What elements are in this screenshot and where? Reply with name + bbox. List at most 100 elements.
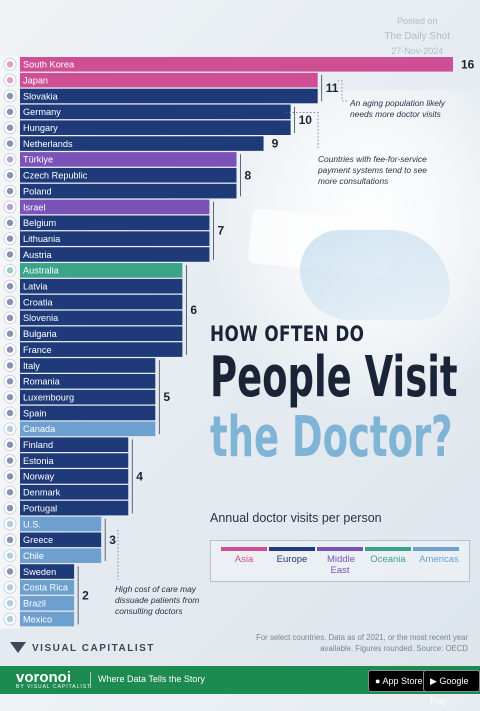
- legend-swatch-middle-east: [317, 547, 363, 551]
- value-label-9: 9: [272, 137, 279, 151]
- bar-hungary: [20, 120, 291, 135]
- value-label-11: 11: [326, 81, 339, 95]
- flag-mark-brazil: [6, 600, 14, 607]
- bar-label-israel: Israel: [23, 202, 45, 212]
- posted-source: The Daily Shot: [384, 31, 450, 42]
- value-label-7: 7: [217, 224, 224, 238]
- value-label-10: 10: [299, 113, 313, 127]
- flag-mark-hungary: [6, 124, 14, 131]
- flag-mark-sweden: [6, 568, 14, 575]
- flag-mark-bulgaria: [6, 330, 14, 337]
- flag-mark-japan: [6, 76, 14, 84]
- annotation-cost: High cost of care may dissuade patients …: [115, 584, 200, 616]
- legend-label-middle-east: Middle East: [327, 554, 355, 576]
- bar-label-lithuania: Lithuania: [23, 234, 61, 244]
- bar-finland: [20, 437, 129, 452]
- legend-swatch-asia: [221, 547, 267, 551]
- flag-mark-t-rkiye: [6, 156, 14, 163]
- legend-swatch-americas: [413, 547, 459, 551]
- bar-austria: [20, 247, 210, 262]
- bar-brazil: [20, 595, 75, 611]
- bar-chile: [20, 548, 102, 563]
- bar-label-austria: Austria: [23, 250, 52, 260]
- bar-luxembourg: [20, 389, 156, 405]
- bar-label-t-rkiye: Türkiye: [23, 155, 53, 165]
- bar-label-croatia: Croatia: [23, 297, 54, 307]
- posted-date: 27-Nov-2024: [391, 46, 444, 56]
- value-label-3: 3: [109, 533, 116, 547]
- flag-mark-poland: [6, 187, 14, 195]
- title-line1: HOW OFTEN DO: [210, 322, 365, 346]
- bar-sweden: [20, 564, 75, 579]
- voronoi-logo[interactable]: voronoi BY VISUAL CAPITALIST: [16, 669, 91, 690]
- legend-label-americas: Americas: [419, 554, 459, 565]
- bar-label-australia: Australia: [23, 266, 60, 276]
- connector-aging: [337, 80, 348, 102]
- flag-mark-israel: [6, 203, 14, 211]
- bar-spain: [20, 405, 156, 421]
- connector-fee: [285, 112, 319, 150]
- bar-label-norway: Norway: [23, 472, 55, 482]
- flag-mark-lithuania: [6, 235, 14, 242]
- value-label-5: 5: [163, 390, 170, 404]
- bar-costa-rica: [20, 580, 75, 595]
- bar-label-hungary: Hungary: [23, 123, 58, 133]
- bar-u-s: [20, 516, 102, 532]
- background-gloved-hand-image: [300, 230, 450, 320]
- bar-netherlands: [20, 136, 264, 151]
- flag-mark-france: [6, 346, 14, 353]
- bar-label-bulgaria: Bulgaria: [23, 329, 58, 339]
- app-store-button[interactable]: ● App Store: [368, 670, 430, 692]
- flag-mark-norway: [6, 473, 14, 480]
- bar-label-latvia: Latvia: [23, 282, 48, 292]
- bar-latvia: [20, 278, 183, 294]
- bar-t-rkiye: [20, 152, 237, 167]
- value-label-8: 8: [245, 168, 252, 182]
- flag-mark-netherlands: [6, 140, 14, 147]
- google-play-button[interactable]: ▶ Google Play: [423, 670, 480, 706]
- bar-label-denmark: Denmark: [23, 488, 61, 498]
- bar-canada: [20, 421, 156, 437]
- app-store-label: App Store: [382, 676, 423, 686]
- flag-mark-south-korea: [6, 61, 14, 68]
- bar-italy: [20, 358, 156, 373]
- legend-label-asia: Asia: [234, 554, 254, 565]
- flag-mark-romania: [6, 378, 14, 385]
- flag-mark-portugal: [6, 504, 14, 512]
- flag-mark-costa-rica: [6, 584, 14, 591]
- apple-icon: ●: [375, 676, 383, 686]
- vc-logo-icon: [10, 642, 26, 653]
- flag-mark-greece: [6, 536, 14, 543]
- logo-text: VISUAL CAPITALIST: [32, 643, 155, 654]
- flag-mark-slovenia: [6, 314, 14, 322]
- annotation-aging: An aging population likely needs more do…: [350, 98, 445, 119]
- flag-mark-australia: [6, 267, 14, 274]
- bar-estonia: [20, 453, 129, 468]
- bar-slovenia: [20, 310, 183, 326]
- annotation-fee-for-service: Countries with fee-for-service payment s…: [318, 154, 427, 186]
- value-label-4: 4: [136, 469, 143, 483]
- bar-label-slovenia: Slovenia: [23, 313, 59, 323]
- value-label-2: 2: [82, 588, 89, 602]
- flag-mark-luxembourg: [6, 393, 14, 401]
- flag-mark-italy: [6, 362, 14, 369]
- bar-label-sweden: Sweden: [23, 567, 56, 577]
- bar-lithuania: [20, 231, 210, 246]
- flag-mark-latvia: [6, 283, 14, 290]
- bar-label-poland: Poland: [23, 186, 52, 196]
- bar-label-canada: Canada: [23, 424, 56, 434]
- footer-bar: voronoi BY VISUAL CAPITALIST Where Data T…: [0, 666, 480, 706]
- title-line2: People Visit: [210, 345, 458, 410]
- value-label-16: 16: [461, 57, 475, 71]
- bar-label-greece: Greece: [23, 535, 53, 545]
- bar-label-czech-republic: Czech Republic: [23, 171, 88, 181]
- bar-label-finland: Finland: [23, 440, 53, 450]
- flag-mark-denmark: [6, 489, 14, 496]
- flag-mark-u-s: [6, 520, 14, 528]
- bar-label-netherlands: Netherlands: [23, 139, 73, 149]
- bar-romania: [20, 374, 156, 389]
- title-line3: the Doctor?: [210, 405, 453, 470]
- bar-south-korea: [20, 57, 453, 72]
- bar-label-costa-rica: Costa Rica: [23, 583, 69, 593]
- footer-tagline: Where Data Tells the Story: [98, 674, 205, 684]
